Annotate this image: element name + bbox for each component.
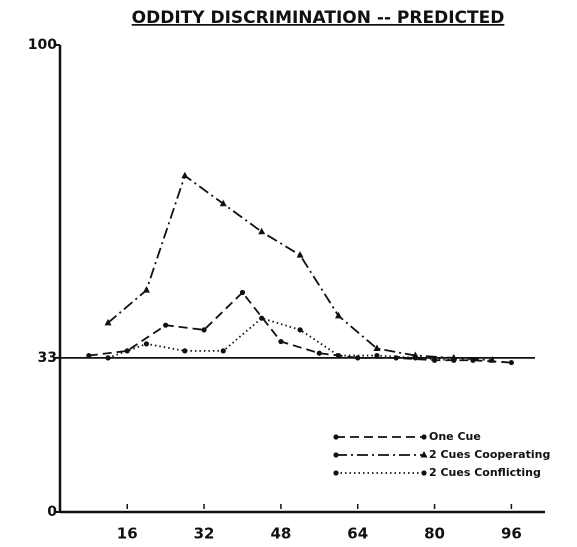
- marker: [355, 355, 361, 361]
- marker: [86, 352, 92, 359]
- marker: [201, 327, 207, 333]
- chart-title: ODDITY DISCRIMINATION -- PREDICTED: [132, 8, 505, 28]
- x-tick-label: 32: [194, 525, 215, 543]
- marker: [182, 348, 188, 354]
- marker: [143, 341, 150, 347]
- x-tick-label: 16: [117, 525, 138, 543]
- marker: [335, 352, 342, 359]
- marker: [297, 327, 303, 333]
- marker: [373, 344, 381, 352]
- legend-label: 2 Cues Cooperating: [429, 448, 550, 461]
- legend-label: One Cue: [429, 430, 481, 443]
- marker: [451, 357, 457, 363]
- legend-marker: [421, 470, 427, 476]
- x-tick-label: 96: [501, 525, 522, 543]
- marker: [508, 359, 514, 366]
- y-tick-label: 0: [47, 504, 57, 520]
- legend-marker: [333, 470, 339, 476]
- x-tick-label: 64: [347, 525, 368, 543]
- x-tick-label: 80: [424, 525, 445, 543]
- marker: [316, 350, 322, 356]
- marker: [259, 315, 265, 321]
- y-tick-label: 33: [38, 350, 57, 366]
- marker: [412, 355, 418, 361]
- legend-label: 2 Cues Conflicting: [429, 466, 541, 479]
- marker: [335, 311, 343, 319]
- x-tick-label: 48: [270, 525, 291, 543]
- marker: [219, 199, 227, 207]
- series-line: [88, 291, 512, 364]
- legend-marker: [420, 451, 428, 458]
- marker: [142, 286, 150, 293]
- y-tick-label: 100: [28, 37, 57, 53]
- marker: [105, 355, 111, 361]
- marker: [181, 171, 189, 179]
- marker: [296, 251, 304, 258]
- marker: [258, 227, 266, 235]
- series-line: [107, 174, 493, 362]
- marker: [374, 352, 380, 359]
- marker: [163, 322, 169, 328]
- legend-marker: [333, 452, 339, 458]
- legend-marker: [333, 434, 339, 440]
- legend-marker: [421, 434, 427, 440]
- marker: [431, 357, 438, 363]
- marker: [239, 289, 246, 296]
- marker: [278, 338, 284, 345]
- marker: [220, 348, 226, 354]
- marker: [104, 318, 112, 326]
- marker: [488, 356, 496, 363]
